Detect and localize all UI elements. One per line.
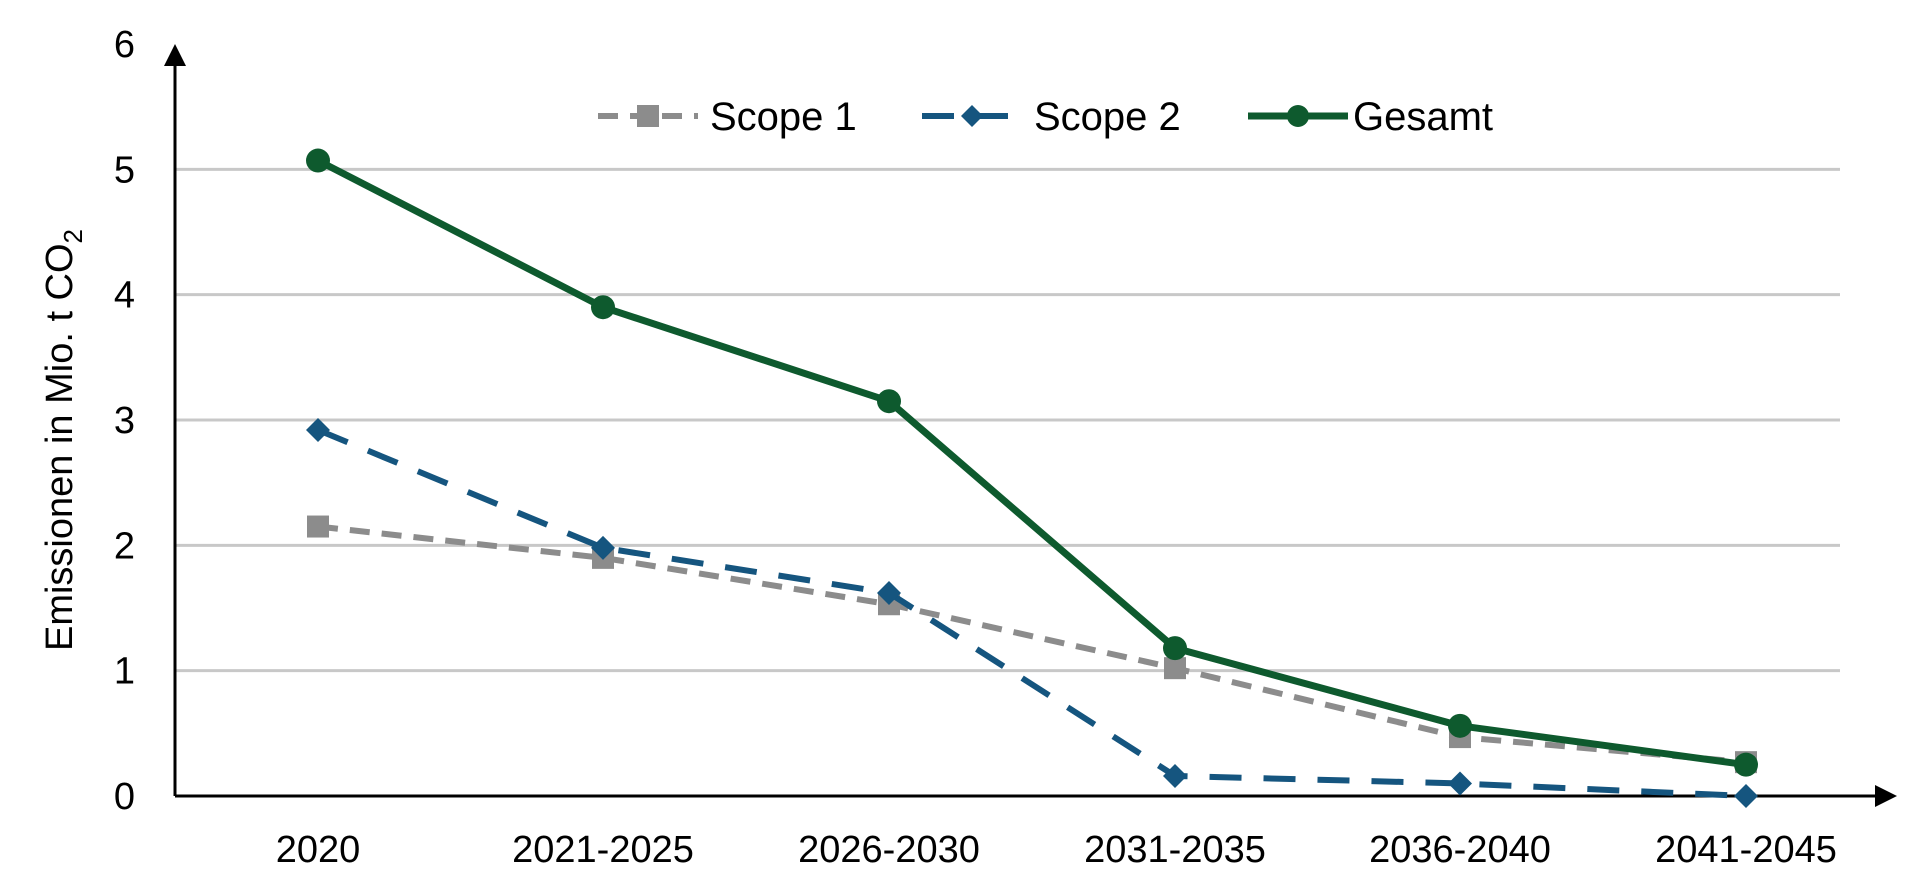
x-tick-label: 2031-2035 <box>1084 829 1266 871</box>
data-point <box>1734 752 1758 777</box>
y-axis-label-subscript: 2 <box>58 229 88 243</box>
y-axis-arrow <box>164 44 186 66</box>
y-tick-labels: 0 1 2 3 4 5 6 <box>114 24 135 818</box>
legend-item-gesamt: Gesamt <box>1248 95 1493 139</box>
legend-swatch-marker <box>961 105 983 127</box>
axes <box>164 44 1897 807</box>
y-tick-label: 2 <box>114 525 135 567</box>
data-point <box>1164 657 1186 680</box>
data-point <box>1448 713 1472 738</box>
legend-label: Scope 2 <box>1034 95 1181 139</box>
y-axis-label: Emissionen in Mio. t CO2 <box>39 229 88 651</box>
series-gesamt <box>306 148 1758 777</box>
x-tick-labels: 2020 2021-2025 2026-2030 2031-2035 2036-2040… <box>276 829 1837 871</box>
y-axis-label-main: Emissionen in Mio. t CO <box>39 243 81 651</box>
y-tick-label: 6 <box>114 24 135 66</box>
data-point <box>877 580 901 605</box>
x-tick-label: 2036-2040 <box>1369 829 1551 871</box>
series-line <box>316 427 1747 799</box>
x-tick-label: 2021-2025 <box>512 829 694 871</box>
series-line <box>316 157 1747 769</box>
data-point <box>591 535 615 560</box>
legend-label: Gesamt <box>1353 95 1493 139</box>
data-point <box>1448 771 1472 796</box>
y-tick-label: 4 <box>114 275 135 317</box>
x-tick-label: 2020 <box>276 829 361 871</box>
data-series <box>306 148 1758 808</box>
y-tick-label: 5 <box>114 149 135 191</box>
legend: Scope 1 Scope 2 Gesamt <box>598 95 1493 139</box>
legend-item-scope-1: Scope 1 <box>598 95 857 139</box>
y-tick-label: 0 <box>114 776 135 818</box>
data-point <box>1734 784 1758 808</box>
legend-swatch-marker <box>1287 105 1309 127</box>
x-axis-arrow <box>1875 785 1897 807</box>
x-tick-label: 2026-2030 <box>798 829 980 871</box>
data-point <box>306 148 330 173</box>
data-point <box>307 515 329 538</box>
data-point <box>1163 763 1187 788</box>
series-line <box>317 523 1747 766</box>
data-point <box>1163 636 1187 661</box>
data-point <box>591 295 615 320</box>
y-tick-label: 1 <box>114 651 135 693</box>
data-point <box>877 389 901 414</box>
legend-item-scope-2: Scope 2 <box>922 95 1181 139</box>
gridlines <box>175 167 1840 673</box>
series-scope-2 <box>306 418 1758 808</box>
data-point <box>306 418 330 443</box>
y-tick-label: 3 <box>114 400 135 442</box>
legend-swatch-marker <box>637 105 659 127</box>
x-tick-label: 2041-2045 <box>1655 829 1837 871</box>
legend-label: Scope 1 <box>710 95 857 139</box>
